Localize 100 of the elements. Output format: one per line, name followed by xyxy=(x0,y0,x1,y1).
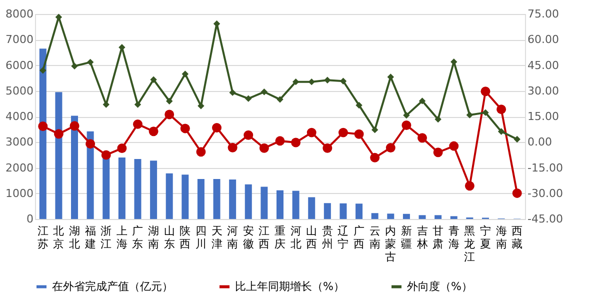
point xyxy=(212,123,222,133)
bar xyxy=(371,213,378,219)
point xyxy=(259,143,269,153)
bar xyxy=(450,216,458,219)
point xyxy=(308,78,315,86)
point xyxy=(387,74,394,80)
point xyxy=(196,147,206,157)
point xyxy=(371,126,378,134)
point xyxy=(182,70,189,78)
x-tick-label: 广西 xyxy=(354,224,365,250)
x-tick-label: 广东 xyxy=(132,224,144,250)
point xyxy=(166,98,173,104)
x-tick-label: 宁夏 xyxy=(480,224,491,250)
point xyxy=(38,122,48,131)
x-tick-label: 贵州 xyxy=(322,224,333,250)
x-tick-label: 北京 xyxy=(53,224,64,250)
bar xyxy=(292,190,300,219)
point xyxy=(117,144,127,154)
x-tick-label: 上海 xyxy=(116,224,128,250)
bar xyxy=(260,186,268,219)
x-tick-label: 四川 xyxy=(195,224,206,250)
bar xyxy=(182,174,189,219)
x-tick-label: 河北 xyxy=(290,224,302,250)
legend-label: 比上年同期增长（%） xyxy=(235,280,344,293)
bar xyxy=(434,215,442,219)
y2-tick-label: 75.00 xyxy=(528,8,559,20)
bar xyxy=(39,48,46,219)
bar xyxy=(244,184,252,219)
point xyxy=(133,119,142,129)
point xyxy=(134,101,142,108)
bar xyxy=(213,179,220,219)
point xyxy=(340,78,347,84)
x-tick-label: 黑龙江 xyxy=(464,224,476,264)
point xyxy=(434,116,442,123)
x-tick-label: 重庆 xyxy=(274,224,286,250)
y-tick-label: 7000 xyxy=(6,33,34,46)
point xyxy=(198,102,204,110)
point xyxy=(464,181,474,191)
bar xyxy=(402,214,410,219)
point xyxy=(148,126,158,136)
point xyxy=(228,142,238,152)
y-tick-label: 0 xyxy=(26,212,34,226)
point xyxy=(418,98,426,104)
y2-tick-label: 15.00 xyxy=(528,110,559,123)
point xyxy=(229,89,236,96)
x-tick-label: 浙江 xyxy=(100,224,112,250)
x-tick-label: 江苏 xyxy=(37,224,48,250)
point xyxy=(498,128,505,135)
y-tick-label: 5000 xyxy=(6,84,34,98)
x-tick-label: 天津 xyxy=(211,224,222,250)
point xyxy=(260,88,268,96)
point xyxy=(54,129,64,139)
bar xyxy=(71,116,78,219)
y2-tick-label: 45.00 xyxy=(528,58,559,72)
x-tick-label: 山西 xyxy=(306,224,318,250)
x-tick-label: 海南 xyxy=(496,224,507,250)
legend-label: 在外省完成产值（亿元） xyxy=(52,280,173,293)
point xyxy=(164,110,174,120)
point xyxy=(354,129,364,139)
x-tick-label: 吉林 xyxy=(416,224,428,250)
x-tick-label: 陕西 xyxy=(180,224,191,250)
x-tick-label: 江西 xyxy=(258,224,270,250)
legend-label: 外向度（%） xyxy=(407,280,472,293)
bar xyxy=(150,160,158,219)
x-tick-label: 湖北 xyxy=(69,224,80,250)
point xyxy=(86,58,94,66)
x-tick-label: 内蒙古 xyxy=(385,224,396,264)
point xyxy=(418,133,427,143)
x-tick-label: 安徽 xyxy=(242,224,254,250)
y-tick-label: 4000 xyxy=(6,110,34,123)
y-tick-label: 2000 xyxy=(6,161,34,174)
point xyxy=(306,128,316,138)
x-tick-label: 甘肃 xyxy=(432,224,444,250)
x-tick-label: 山东 xyxy=(164,224,175,250)
x-tick-label: 云南 xyxy=(369,224,380,250)
x-tick-label: 新疆 xyxy=(400,224,412,250)
point xyxy=(356,102,362,109)
bar xyxy=(276,190,284,219)
point xyxy=(40,67,46,74)
bar xyxy=(418,215,426,219)
point xyxy=(276,96,284,103)
point xyxy=(70,121,80,131)
point xyxy=(322,143,332,153)
y-tick-label: 1000 xyxy=(6,186,34,200)
point xyxy=(386,143,396,152)
bar xyxy=(134,159,142,219)
point xyxy=(514,136,520,143)
y2-tick-label: -15.00 xyxy=(528,161,563,174)
bar xyxy=(387,214,394,219)
y-tick-label: 6000 xyxy=(6,58,34,72)
point xyxy=(338,128,348,138)
point xyxy=(403,112,410,119)
bar xyxy=(340,203,347,219)
x-tick-label: 河南 xyxy=(227,224,238,250)
point xyxy=(180,124,190,134)
point xyxy=(86,139,96,149)
point xyxy=(482,109,489,116)
bar xyxy=(324,203,331,219)
x-tick-label: 青海 xyxy=(448,224,460,250)
y2-tick-label: 60.00 xyxy=(528,33,559,46)
